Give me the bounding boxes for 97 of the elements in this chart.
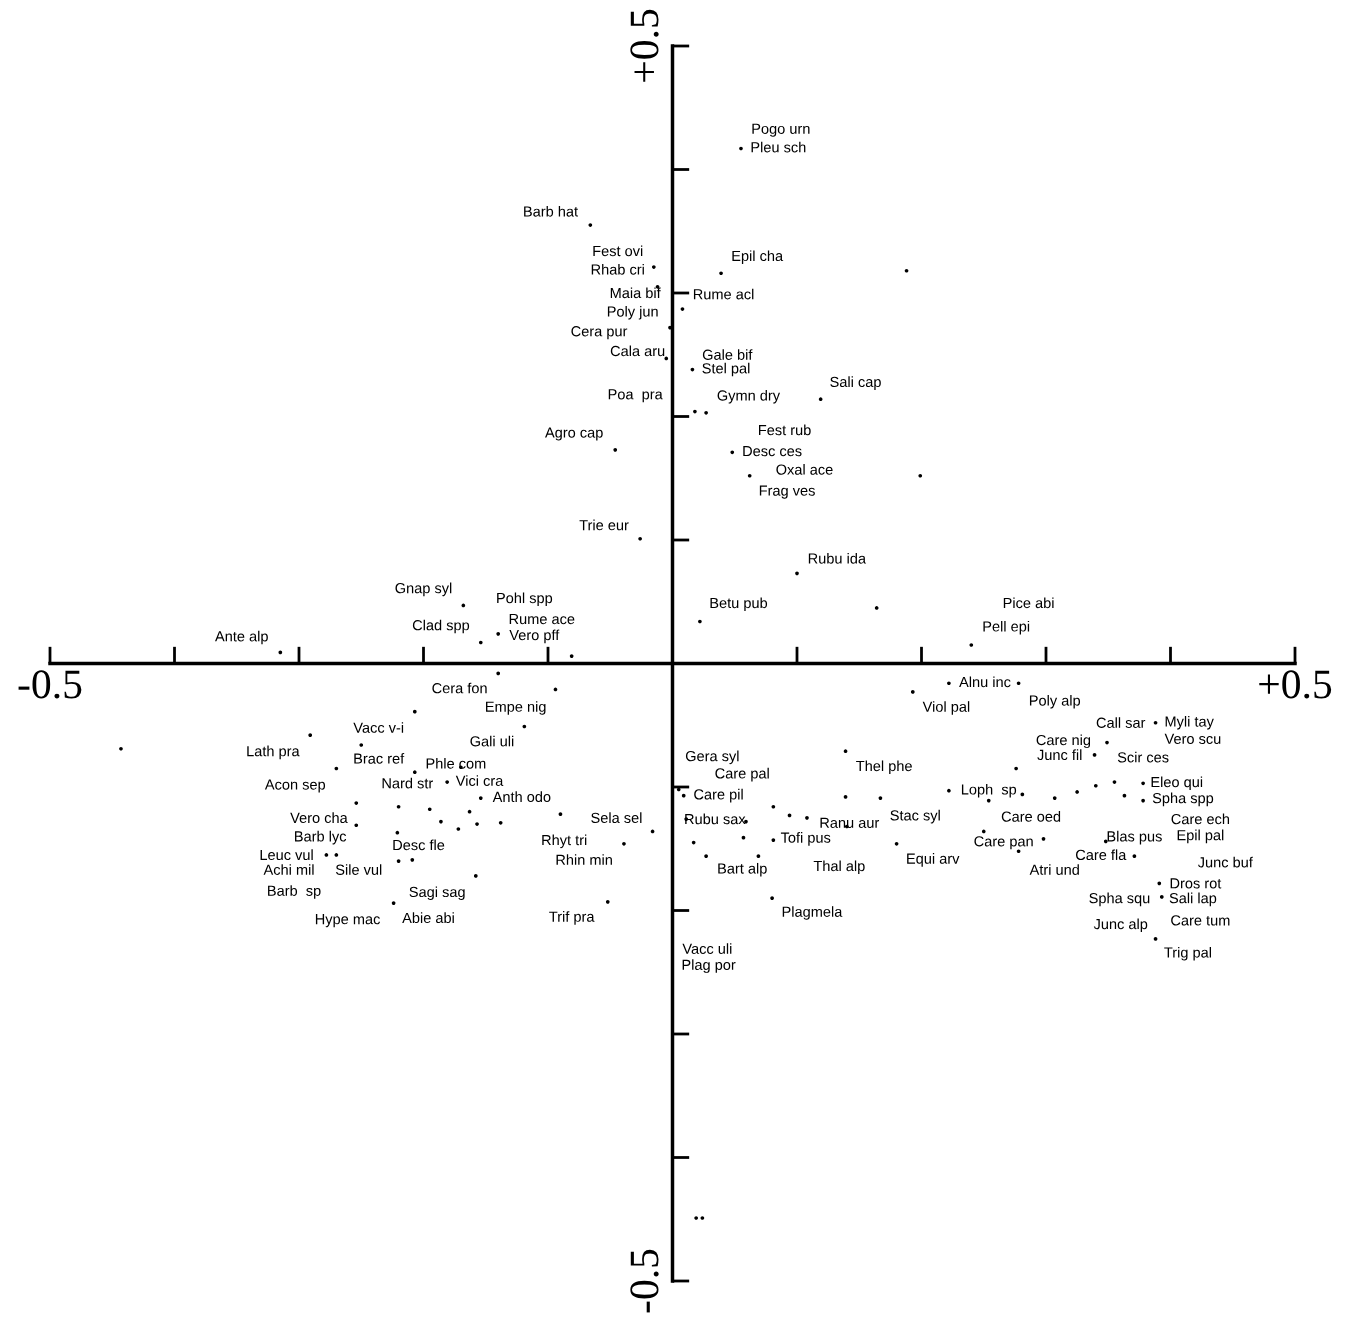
annotation: Stac syl <box>890 809 940 824</box>
annotation: Fest ovi <box>593 245 643 257</box>
annotation: Clad spp <box>412 619 470 634</box>
annotation: Pice abi <box>1003 597 1054 609</box>
annotation: Trig pal <box>1164 946 1211 961</box>
annotation: Leuc vul <box>260 849 313 861</box>
annotation: Rhyt tri <box>542 834 587 849</box>
annotation: Tofi pus <box>780 832 831 846</box>
annotation: Cera fon <box>432 682 487 694</box>
annotation: Sali cap <box>830 376 881 390</box>
annotation: Agro cap <box>544 427 603 441</box>
annotation: Myli tay <box>1165 715 1214 730</box>
annotation: Vici cra <box>455 775 504 786</box>
annotation: Sali lap <box>1169 892 1217 907</box>
annotation: Pleu sch <box>751 141 806 153</box>
annotation: Ranu aur <box>820 817 880 828</box>
annotation: Acon sep <box>264 779 326 793</box>
annotation: Cala aru <box>610 345 665 357</box>
annotation: Vero cha <box>290 812 348 824</box>
annotation: Desc ces <box>743 446 802 457</box>
annotation: Poa pra <box>608 389 663 403</box>
annotation: Abie abi <box>402 912 454 924</box>
annotation: Thal alp <box>813 860 865 875</box>
annotation: Pohl spp <box>497 592 553 607</box>
annotation: Maia bif <box>610 287 661 299</box>
annotation: Spha spp <box>1152 792 1214 807</box>
annotation: Sagi sag <box>409 886 465 901</box>
annotation: Epil cha <box>732 250 784 264</box>
annotation: Rhab cri <box>591 263 644 275</box>
annotation: Care pan <box>974 836 1033 850</box>
annotation: Rubu ida <box>808 552 867 564</box>
annotation: Rhin min <box>556 854 612 865</box>
annotation: Frag ves <box>759 485 815 499</box>
annotation: Fest rub <box>759 424 811 436</box>
annotation: Atri und <box>1029 864 1079 875</box>
annotation: Lath pra <box>247 745 300 760</box>
annotation: Equi arv <box>907 853 960 867</box>
annotation: Anth odo <box>492 791 551 803</box>
annotation: Scir ces <box>1117 751 1169 763</box>
annotation: Desc fle <box>393 839 445 851</box>
annotation: Pogo urn <box>752 123 810 137</box>
annotation: Barb sp <box>268 885 321 899</box>
annotation: Vero pff <box>509 629 560 644</box>
annotation: Vacc v-i <box>353 722 404 733</box>
annotation: Care pal <box>715 767 769 782</box>
annotation: Vero scu <box>1164 733 1221 744</box>
annotation: Plagmela <box>782 906 843 920</box>
annotation: Spha squ <box>1089 892 1150 907</box>
annotation: Barb hat <box>524 205 578 217</box>
annotation: Poly jun <box>607 305 658 320</box>
annotation: Junc alp <box>1093 918 1148 933</box>
annotation: Pell epi <box>983 620 1030 635</box>
annotation: Rume ace <box>509 614 575 625</box>
annotation: Nard str <box>382 777 433 789</box>
annotation: Stel pal <box>702 362 750 377</box>
annotation: Rubu sax <box>685 813 746 825</box>
annotation: Hype mac <box>315 914 380 928</box>
annotation: Gale bif <box>702 349 753 360</box>
annotation: Eleo qui <box>1151 776 1203 791</box>
annotation: Trie eur <box>579 519 629 531</box>
annotation: Blas pus <box>1107 830 1162 845</box>
annotation: Poly alp <box>1029 694 1081 709</box>
annotation: Vacc uli <box>682 943 732 954</box>
annotation: Thel phe <box>856 760 912 775</box>
annotation: Achi mil <box>263 864 314 875</box>
annotation: Call sar <box>1096 717 1146 728</box>
annotation: Care fla <box>1075 849 1127 861</box>
annotation: Oxal ace <box>776 464 833 475</box>
annotation: Care tum <box>1171 915 1230 926</box>
annotation: Care ech <box>1171 813 1230 825</box>
annotation: Alnu inc <box>959 676 1011 688</box>
annotation: Gnap syl <box>395 582 452 597</box>
annotation: Epil pal <box>1177 829 1224 844</box>
annotation: Phle com <box>426 757 486 769</box>
annotation: Dros rot <box>1170 878 1222 889</box>
annotation: Gali uli <box>470 735 514 747</box>
annotation: Plag por <box>682 959 736 973</box>
annotation: Rume acl <box>693 288 754 300</box>
annotation: Loph sp <box>961 783 1017 798</box>
annotation: Trif pra <box>549 911 595 925</box>
annotation: Ante alp <box>215 630 268 645</box>
annotation: Viol pal <box>922 701 970 715</box>
annotation: Sela sel <box>591 812 642 824</box>
annotation: Brac ref <box>354 753 405 764</box>
annotation: Betu pub <box>710 597 768 612</box>
annotation: Care pil <box>694 788 743 803</box>
annotation: Gera syl <box>685 750 739 765</box>
annotation: Care nig <box>1036 734 1091 749</box>
annotation: Care oed <box>1001 811 1061 822</box>
annotation: Bart alp <box>718 862 767 877</box>
annotation: Gymn dry <box>717 389 781 404</box>
annotation: Cera pur <box>571 326 628 340</box>
annotation: Barb lyc <box>295 830 347 845</box>
annotation: Empe nig <box>486 701 546 715</box>
annotation: Sile vul <box>335 864 382 875</box>
annotation: Junc fil <box>1037 749 1082 761</box>
annotation: Junc buf <box>1197 856 1253 868</box>
